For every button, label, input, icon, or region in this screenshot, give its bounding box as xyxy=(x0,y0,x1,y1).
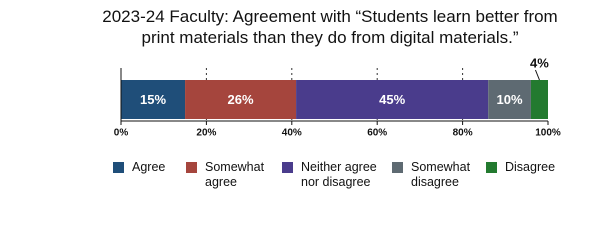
legend: Agree Somewhat agree Neither agree nor dis… xyxy=(0,160,600,200)
x-tick-label: 20% xyxy=(196,128,216,139)
legend-swatch xyxy=(113,162,124,173)
x-tick-label: 100% xyxy=(535,128,561,139)
legend-swatch xyxy=(186,162,197,173)
legend-item: Somewhat disagree xyxy=(392,160,472,190)
bar-segment xyxy=(121,80,186,119)
bar-segment xyxy=(488,80,531,119)
legend-label: Somewhat agree xyxy=(205,160,265,189)
legend-label: Somewhat disagree xyxy=(411,160,471,189)
page: 2023-24 Faculty: Agreement with “Student… xyxy=(0,7,600,200)
chart: 0% 20% 40% 60% 80% 100% 15% 26% 45% 10% 4% xyxy=(114,55,561,139)
legend-label: Neither agree nor disagree xyxy=(301,160,377,189)
value-label: 26% xyxy=(228,92,254,107)
legend-label: Disagree xyxy=(505,160,556,174)
legend-swatch xyxy=(282,162,293,173)
bar-segment xyxy=(185,80,297,119)
x-tick-label: 80% xyxy=(453,128,473,139)
legend-item: Neither agree nor disagree xyxy=(282,160,382,190)
legend-item: Somewhat agree xyxy=(186,160,266,190)
value-label: 10% xyxy=(497,92,523,107)
leader-line xyxy=(534,69,540,81)
chart-title: 2023-24 Faculty: Agreement with “Student… xyxy=(102,7,558,47)
x-tick-label: 40% xyxy=(282,128,302,139)
value-label: 15% xyxy=(140,92,166,107)
bar-segment xyxy=(296,80,489,119)
x-tick-label: 0% xyxy=(114,128,129,139)
bar-segment xyxy=(530,80,548,119)
legend-swatch xyxy=(486,162,497,173)
value-label: 45% xyxy=(379,92,405,107)
legend-item: Disagree xyxy=(486,160,566,175)
legend-swatch xyxy=(392,162,403,173)
value-label: 4% xyxy=(530,55,549,70)
x-tick-label: 60% xyxy=(367,128,387,139)
legend-label: Agree xyxy=(132,160,166,174)
legend-item: Agree xyxy=(113,160,173,175)
